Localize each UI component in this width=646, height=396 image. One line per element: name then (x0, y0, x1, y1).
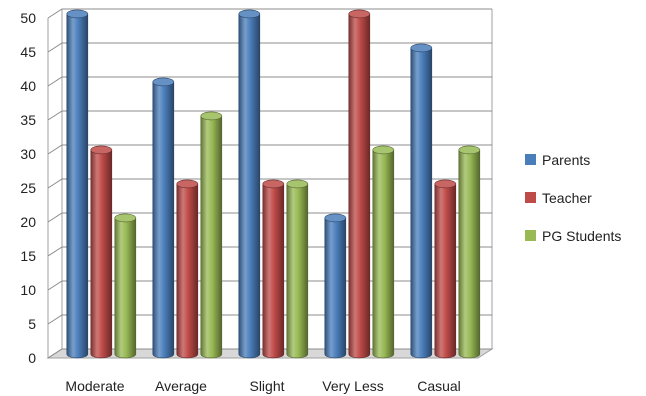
gridline (47, 8, 492, 19)
legend-label: PG Students (542, 228, 621, 244)
bar-body (114, 217, 137, 359)
y-tick-label: 20 (20, 214, 36, 230)
y-tick-label: 5 (28, 316, 36, 332)
bar-parents-casual (410, 43, 433, 359)
bar-cap (176, 179, 199, 189)
y-tick-label: 30 (20, 146, 36, 162)
bar-parents-average (152, 77, 175, 359)
bar-body (434, 183, 457, 359)
x-tick-label: Very Less (322, 378, 383, 394)
y-tick-label: 40 (20, 78, 36, 94)
legend-item: PG Students (525, 228, 621, 244)
bar-teacher-very-less (348, 9, 371, 359)
bar-cap (324, 213, 347, 223)
bar-cap (262, 179, 285, 189)
legend-label: Teacher (542, 190, 592, 206)
legend-swatch (525, 154, 536, 165)
x-tick-label: Casual (417, 378, 461, 394)
bar-pg-students-average (200, 111, 223, 359)
x-tick-label: Slight (249, 378, 284, 394)
x-tick-label: Moderate (65, 378, 124, 394)
bar-teacher-slight (262, 179, 285, 359)
bar-teacher-average (176, 179, 199, 359)
bar-cap (90, 145, 113, 155)
bar-body (348, 13, 371, 359)
y-tick-label: 35 (20, 112, 36, 128)
bar-cap (238, 9, 261, 19)
y-tick-label: 25 (20, 180, 36, 196)
bar-pg-students-casual (458, 145, 481, 359)
bar-cap (114, 213, 137, 223)
bar-cap (434, 179, 457, 189)
legend-item: Parents (525, 152, 590, 168)
bar-pg-students-slight (286, 179, 309, 359)
bar-body (262, 183, 285, 359)
bar-teacher-moderate (90, 145, 113, 359)
bar-body (372, 149, 395, 359)
bar-body (458, 149, 481, 359)
bar-cap (286, 179, 309, 189)
bar-body (66, 13, 89, 359)
bars (66, 9, 481, 359)
bar-body (410, 47, 433, 359)
bar-cap (372, 145, 395, 155)
bar-cap (66, 9, 89, 19)
x-axis-ticks: Moderate Average Slight Very Less Casual (65, 378, 460, 394)
bar-body (90, 149, 113, 359)
bar-body (200, 115, 223, 359)
bar-parents-slight (238, 9, 261, 359)
bar-cap (200, 111, 223, 121)
bar-pg-students-very-less (372, 145, 395, 359)
legend-swatch (525, 192, 536, 203)
bar-body (286, 183, 309, 359)
legend-label: Parents (542, 152, 590, 168)
y-tick-label: 10 (20, 282, 36, 298)
bar-teacher-casual (434, 179, 457, 359)
legend: Parents Teacher PG Students (525, 152, 621, 244)
y-tick-label: 15 (20, 248, 36, 264)
y-tick-label: 0 (28, 350, 36, 366)
legend-item: Teacher (525, 190, 592, 206)
bar-parents-very-less (324, 213, 347, 359)
bar-body (176, 183, 199, 359)
bar-body (324, 217, 347, 359)
bar-body (152, 81, 175, 359)
legend-swatch (525, 230, 536, 241)
x-tick-label: Average (155, 378, 207, 394)
y-tick-label: 45 (20, 44, 36, 60)
bar-cap (410, 43, 433, 53)
bar-cap (458, 145, 481, 155)
y-axis-ticks: 0 5 10 15 20 25 30 35 40 45 50 (20, 10, 36, 366)
bar-cap (348, 9, 371, 19)
y-tick-label: 50 (20, 10, 36, 26)
bar-parents-moderate (66, 9, 89, 359)
bar-body (238, 13, 261, 359)
bar-pg-students-moderate (114, 213, 137, 359)
bar-cap (152, 77, 175, 87)
